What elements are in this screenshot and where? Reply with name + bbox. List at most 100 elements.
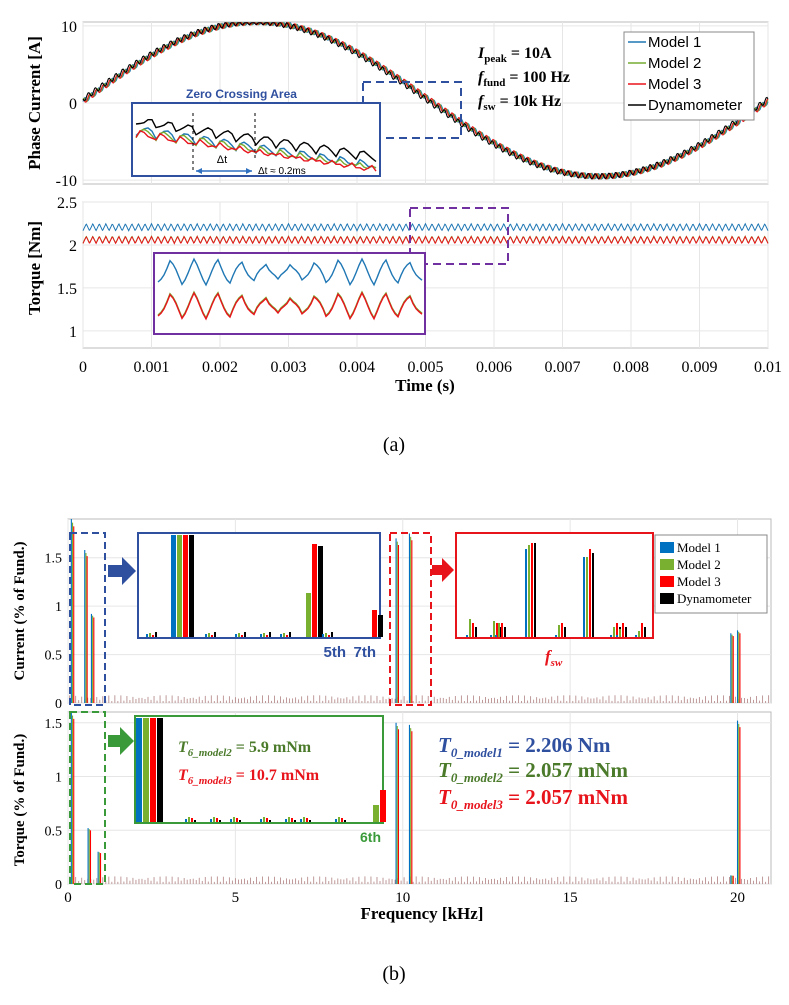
inset-bar	[280, 634, 282, 637]
legend-a: Model 1 Model 2 Model 3 Dynamometer	[623, 31, 755, 121]
inset-bar	[306, 818, 308, 822]
dt-note: Δt ≈ 0.2ms	[258, 166, 306, 177]
frequency-xticks: 0 5 10 15 20	[64, 890, 745, 906]
t0-model2-label: T0_model2 = 2.057 mNm	[438, 758, 628, 785]
inset-bar	[644, 627, 646, 637]
ipeak-label: Ipeak = 10A	[477, 45, 552, 65]
inset-bar	[260, 634, 262, 637]
inset-bar	[622, 623, 624, 637]
inset-bar	[260, 819, 262, 822]
spectrum-ytick: 1	[55, 600, 62, 615]
zero-crossing-inset: Zero Crossing Area Δt Δt ≈ 0.2ms	[131, 87, 381, 177]
inset-bar	[286, 635, 288, 637]
inset-bar	[592, 553, 594, 637]
label-fsw: fsw	[545, 647, 563, 669]
inset-bar	[188, 817, 190, 822]
inset-bar	[322, 634, 324, 637]
caption-b: (b)	[382, 963, 405, 985]
current-trace-4	[82, 22, 769, 180]
inset-bar	[183, 535, 188, 637]
inset-bar	[136, 718, 142, 822]
inset-bar	[490, 635, 492, 637]
spectrum-ytick: 1.5	[45, 717, 63, 732]
inset-bar	[493, 621, 495, 637]
time-xtick: 0.004	[339, 359, 375, 376]
inset-bar	[300, 819, 302, 822]
frequency-xtick: 0	[64, 890, 72, 906]
legend-label: Model 2	[677, 557, 721, 572]
inset-bar	[150, 718, 156, 822]
spectrum-ytick: 1	[55, 771, 62, 786]
inset-bar	[283, 633, 285, 637]
inset-bar	[528, 545, 530, 637]
spectrum-ytick: 0	[55, 878, 62, 893]
inset-bar	[244, 632, 246, 637]
current-ytick: 0	[69, 96, 77, 113]
inset-bar	[328, 635, 330, 637]
inset-torque-trace	[157, 291, 423, 321]
inset-bar	[534, 543, 536, 637]
inset-bar	[466, 635, 468, 637]
torque-trace-1	[82, 222, 769, 232]
inset-bar	[205, 634, 207, 637]
legend-swatch	[660, 542, 674, 553]
torque-yticks: 2.5 2 1.5 1	[57, 195, 77, 341]
legend-label: Dynamometer	[648, 97, 742, 114]
label-5th: 5th	[324, 644, 347, 661]
t0-model3-label: T0_model3 = 2.057 mNm	[438, 785, 628, 812]
inset-bar	[344, 820, 346, 822]
inset-bar	[472, 623, 474, 637]
t6-model2-label: T6_model2 = 5.9 mNm	[178, 739, 312, 759]
current-spectrum-ylabel: Current (% of Fund.)	[12, 542, 28, 681]
inset-bar	[194, 820, 196, 822]
inset-bar	[294, 820, 296, 822]
current-ytick: -10	[56, 173, 77, 190]
time-xtick: 0.002	[202, 359, 238, 376]
inset-bar	[210, 819, 212, 822]
inset-bar	[235, 634, 237, 637]
t0-model1-label: T0_model1 = 2.206 Nm	[438, 733, 611, 760]
red-arrow-icon	[432, 558, 454, 582]
inset-bar	[157, 718, 163, 822]
inset-bar	[233, 817, 235, 822]
inset-bar	[289, 632, 291, 637]
t0-labels: T0_model1 = 2.206 Nm T0_model2 = 2.057 m…	[438, 733, 628, 812]
legend-swatch	[660, 576, 674, 587]
inset-bar	[341, 818, 343, 822]
inset-torque-trace	[157, 257, 423, 287]
torque-ytick: 1	[69, 324, 77, 341]
inset-bar	[613, 627, 615, 637]
inset-bar	[616, 635, 618, 637]
inset-bar	[495, 635, 497, 637]
caption-a: (a)	[383, 434, 405, 456]
inset-bar	[475, 627, 477, 637]
torque-low-zoom-box	[69, 711, 106, 885]
inset-bar	[239, 820, 241, 822]
inset-bar	[378, 615, 383, 637]
inset-current-trace	[135, 119, 377, 163]
inset-current-trace	[135, 130, 377, 172]
inset-bar	[325, 633, 327, 637]
inset-bar	[219, 820, 221, 822]
inset-bar	[171, 535, 176, 637]
time-xtick: 0.007	[545, 359, 581, 376]
torque-ylabel: Torque [Nm]	[25, 221, 44, 315]
torque-ytick: 2.5	[57, 195, 77, 212]
torque-ytick: 1.5	[57, 281, 77, 298]
inset-bar	[610, 635, 612, 637]
inset-bar	[269, 632, 271, 637]
inset-bar	[191, 818, 193, 822]
green-arrow-icon	[108, 727, 134, 755]
inset-bar	[583, 557, 585, 637]
inset-bar	[525, 549, 527, 637]
inset-bar	[616, 623, 618, 637]
legend-label: Dynamometer	[677, 591, 752, 606]
current-spectrum-bars	[69, 519, 770, 703]
torque-traces	[82, 222, 769, 245]
time-xtick: 0.001	[134, 359, 170, 376]
inset-bar	[641, 623, 643, 637]
inset-bar	[501, 623, 503, 637]
legend-swatch	[660, 559, 674, 570]
inset-bar	[149, 633, 151, 637]
